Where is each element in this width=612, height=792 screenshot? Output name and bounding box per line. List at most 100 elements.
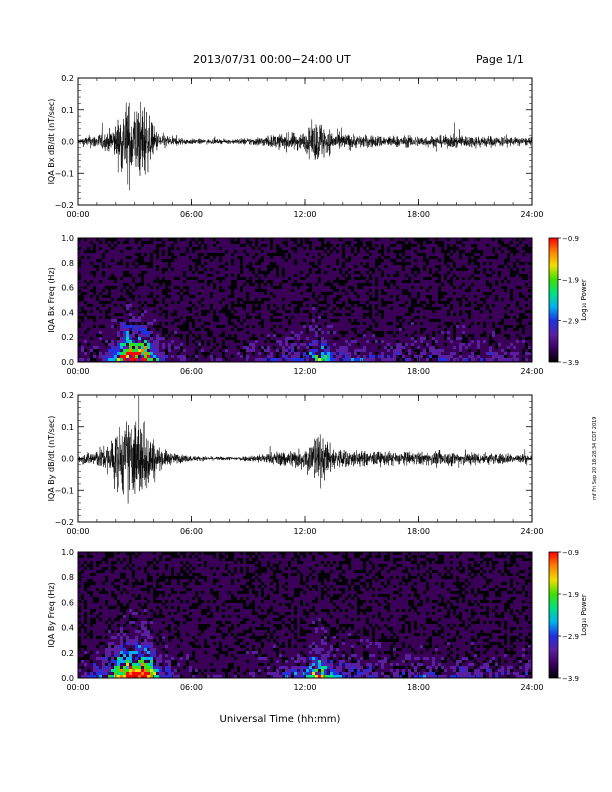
spectrogram-cell [324, 675, 327, 678]
spectrogram-cell [447, 313, 450, 316]
spectrogram-cell [90, 555, 93, 558]
spectrogram-cell [273, 576, 276, 579]
spectrogram-cell [513, 250, 516, 253]
spectrogram-cell [123, 660, 126, 663]
spectrogram-cell [414, 301, 417, 304]
spectrogram-cell [162, 289, 165, 292]
spectrogram-cell [228, 615, 231, 618]
spectrogram-cell [474, 295, 477, 298]
spectrogram-cell [144, 588, 147, 591]
spectrogram-cell [384, 358, 387, 361]
spectrogram-cell [258, 567, 261, 570]
spectrogram-cell [171, 346, 174, 349]
spectrogram-cell [471, 648, 474, 651]
spectrogram-cell [171, 573, 174, 576]
spectrogram-cell [99, 331, 102, 334]
spectrogram-cell [459, 298, 462, 301]
spectrogram-cell [120, 337, 123, 340]
spectrogram-cell [426, 645, 429, 648]
spectrogram-cell [96, 346, 99, 349]
spectrogram-cell [108, 618, 111, 621]
spectrogram-cell [123, 352, 126, 355]
spectrogram-cell [135, 648, 138, 651]
spectrogram-cell [147, 663, 150, 666]
spectrogram-cell [360, 609, 363, 612]
spectrogram-cell [249, 244, 252, 247]
spectrogram-cell [123, 567, 126, 570]
spectrogram-cell [393, 561, 396, 564]
spectrogram-cell [333, 579, 336, 582]
spectrogram-cell [462, 567, 465, 570]
spectrogram-cell [441, 666, 444, 669]
spectrogram-cell [132, 277, 135, 280]
spectrogram-cell [510, 310, 513, 313]
spectrogram-cell [114, 325, 117, 328]
spectrogram-cell [141, 283, 144, 286]
spectrogram-cell [339, 675, 342, 678]
spectrogram-cell [102, 295, 105, 298]
spectrogram-cell [318, 651, 321, 654]
spectrogram-cell [291, 355, 294, 358]
spectrogram-cell [261, 334, 264, 337]
spectrogram-cell [402, 250, 405, 253]
spectrogram-cell [90, 624, 93, 627]
spectrogram-cell [300, 331, 303, 334]
spectrogram-cell [273, 600, 276, 603]
spectrogram-cell [339, 349, 342, 352]
spectrogram-cell [369, 555, 372, 558]
spectrogram-cell [333, 307, 336, 310]
spectrogram-cell [258, 627, 261, 630]
spectrogram-cell [357, 238, 360, 241]
spectrogram-cell [204, 244, 207, 247]
spectrogram-cell [471, 663, 474, 666]
spectrogram-cell [483, 271, 486, 274]
spectrogram-cell [162, 621, 165, 624]
spectrogram-cell [339, 352, 342, 355]
spectrogram-cell [246, 561, 249, 564]
spectrogram-cell [189, 657, 192, 660]
spectrogram-cell [507, 259, 510, 262]
spectrogram-cell [120, 606, 123, 609]
spectrogram-cell [123, 648, 126, 651]
spectrogram-cell [261, 259, 264, 262]
spectrogram-cell [474, 268, 477, 271]
spectrogram-cell [399, 594, 402, 597]
spectrogram-cell [339, 346, 342, 349]
spectrogram-cell [219, 280, 222, 283]
spectrogram-cell [192, 567, 195, 570]
spectrogram-cell [192, 334, 195, 337]
spectrogram-cell [144, 262, 147, 265]
spectrogram-cell [129, 343, 132, 346]
spectrogram-cell [111, 346, 114, 349]
spectrogram-cell [180, 334, 183, 337]
spectrogram-cell [258, 579, 261, 582]
spectrogram-cell [174, 256, 177, 259]
spectrogram-cell [351, 247, 354, 250]
spectrogram-cell [381, 633, 384, 636]
spectrogram-cell [315, 298, 318, 301]
spectrogram-cell [270, 292, 273, 295]
spectrogram-cell [348, 355, 351, 358]
spectrogram-cell [273, 555, 276, 558]
spectrogram-cell [192, 250, 195, 253]
spectrogram-cell [114, 654, 117, 657]
spectrogram-cell [237, 579, 240, 582]
spectrogram-cell [252, 307, 255, 310]
spectrogram-cell [432, 606, 435, 609]
spectrogram-cell [420, 561, 423, 564]
spectrogram-cell [240, 570, 243, 573]
spectrogram-cell [357, 283, 360, 286]
spectrogram-cell [216, 253, 219, 256]
spectrogram-cell [105, 657, 108, 660]
spectrogram-cell [117, 337, 120, 340]
y-tick-label: 0.1 [61, 106, 74, 115]
spectrogram-cell [483, 558, 486, 561]
spectrogram-cell [357, 304, 360, 307]
spectrogram-cell [501, 280, 504, 283]
spectrogram-cell [453, 346, 456, 349]
spectrogram-cell [423, 591, 426, 594]
spectrogram-cell [363, 570, 366, 573]
spectrogram-cell [198, 582, 201, 585]
spectrogram-cell [141, 579, 144, 582]
spectrogram-cell [408, 295, 411, 298]
